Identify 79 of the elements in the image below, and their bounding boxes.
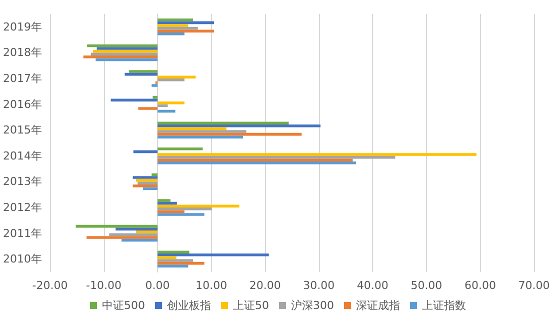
x-tick-label: 0.00 bbox=[145, 279, 170, 292]
y-tick-label: 2016年 bbox=[2, 98, 42, 111]
legend-label: 上证50 bbox=[233, 299, 269, 312]
bar bbox=[158, 21, 214, 24]
bar bbox=[158, 204, 240, 208]
bar bbox=[96, 58, 158, 62]
bar bbox=[158, 76, 196, 78]
x-tick-label: 70.00 bbox=[518, 279, 550, 292]
bar bbox=[158, 202, 177, 205]
bar bbox=[158, 136, 244, 138]
bar bbox=[158, 213, 204, 216]
bar bbox=[158, 18, 194, 22]
bar bbox=[132, 176, 158, 179]
bar bbox=[158, 148, 203, 150]
bar bbox=[158, 210, 184, 214]
bar bbox=[96, 47, 158, 50]
bar bbox=[129, 70, 158, 73]
y-tick-label: 2011年 bbox=[2, 226, 42, 240]
legend-label: 上证指数 bbox=[422, 299, 466, 312]
bar bbox=[158, 259, 194, 262]
bar bbox=[158, 127, 226, 130]
bar bbox=[124, 72, 158, 76]
bar bbox=[158, 24, 188, 27]
bar bbox=[152, 84, 158, 87]
x-tick-label: -10.00 bbox=[86, 279, 122, 292]
bar bbox=[158, 264, 188, 268]
x-tick-label: 10.00 bbox=[196, 279, 228, 292]
bar bbox=[158, 26, 198, 30]
x-tick-label: 20.00 bbox=[249, 279, 281, 292]
bar bbox=[83, 55, 158, 58]
bar bbox=[158, 122, 289, 125]
y-tick-label: 2017年 bbox=[2, 72, 42, 85]
bar bbox=[158, 124, 320, 128]
bar bbox=[152, 96, 158, 99]
legend-label: 创业板指 bbox=[167, 299, 211, 312]
bar bbox=[138, 107, 158, 110]
bar bbox=[158, 102, 184, 104]
legend-label: 沪深300 bbox=[291, 299, 334, 312]
y-tick-label: 2019年 bbox=[2, 20, 42, 34]
x-tick-label: -20.00 bbox=[32, 279, 68, 292]
bar bbox=[158, 208, 212, 210]
y-tick-label: 2014年 bbox=[2, 149, 42, 162]
bar bbox=[143, 187, 158, 190]
bar bbox=[136, 178, 158, 182]
bar bbox=[136, 230, 158, 234]
x-tick-label: 40.00 bbox=[356, 279, 388, 292]
bar bbox=[158, 110, 176, 113]
y-tick-label: 2013年 bbox=[2, 175, 42, 188]
bar bbox=[158, 104, 168, 108]
bar bbox=[158, 199, 170, 202]
bar bbox=[158, 254, 269, 256]
y-tick-label: 2012年 bbox=[2, 201, 42, 214]
y-tick-label: 2018年 bbox=[2, 46, 42, 60]
bar bbox=[158, 153, 476, 156]
bar bbox=[158, 30, 214, 32]
bar bbox=[158, 161, 356, 164]
bar bbox=[138, 182, 158, 184]
legend-label: 深证成指 bbox=[356, 299, 400, 312]
bar bbox=[109, 233, 158, 236]
bar bbox=[152, 173, 158, 176]
bar bbox=[158, 32, 184, 36]
bar bbox=[158, 78, 184, 82]
bar bbox=[158, 130, 246, 133]
bar bbox=[158, 158, 353, 162]
bar bbox=[158, 156, 396, 159]
bar bbox=[158, 250, 190, 254]
bar bbox=[110, 98, 158, 102]
bar bbox=[158, 256, 176, 260]
x-tick-label: 50.00 bbox=[410, 279, 442, 292]
x-tick-label: 60.00 bbox=[464, 279, 496, 292]
bar bbox=[158, 262, 204, 265]
bar bbox=[116, 228, 158, 231]
bar bbox=[90, 52, 158, 56]
y-tick-label: 2010年 bbox=[2, 252, 42, 266]
legend-label: 中证500 bbox=[102, 299, 146, 312]
y-tick-label: 2015年 bbox=[2, 124, 42, 137]
x-tick-label: 30.00 bbox=[303, 279, 335, 292]
bar bbox=[132, 184, 158, 188]
bar bbox=[86, 236, 158, 239]
